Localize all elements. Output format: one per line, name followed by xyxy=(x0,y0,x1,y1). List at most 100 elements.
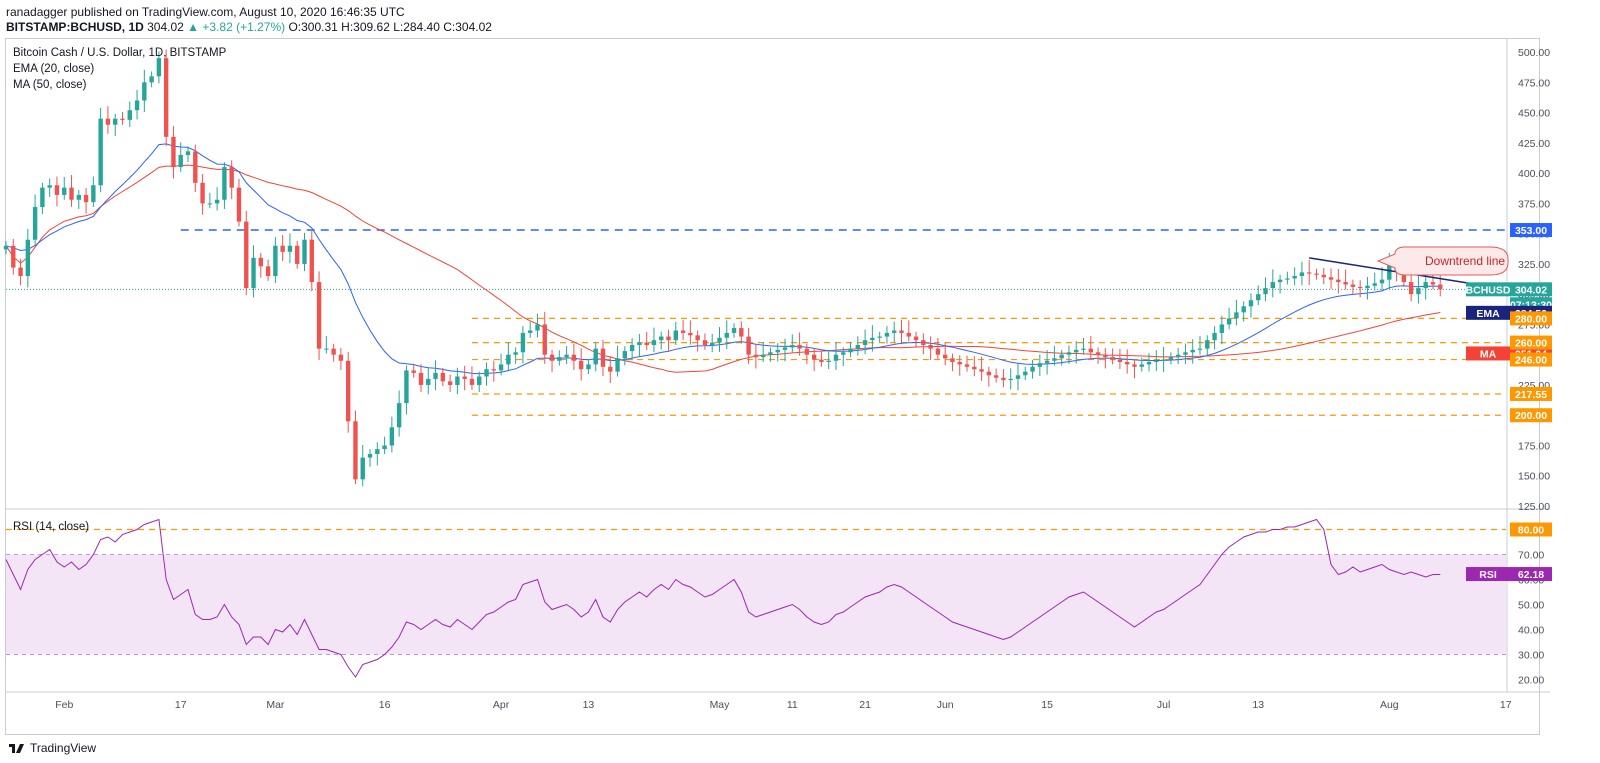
last-price-tag-label: BCHUSD xyxy=(1466,284,1511,296)
candle-body xyxy=(1263,288,1268,295)
candle-body xyxy=(1095,352,1101,355)
candle-body xyxy=(855,345,861,349)
ma50-line xyxy=(5,164,1441,373)
candle-body xyxy=(1408,282,1414,295)
callout-text: Downtrend line xyxy=(1425,254,1505,268)
candle-body xyxy=(928,345,933,349)
candle-body xyxy=(1212,332,1217,341)
ma-tag-label: MA xyxy=(1480,348,1497,360)
candle-body xyxy=(571,354,577,361)
candle-body xyxy=(25,239,31,277)
time-tick-label: 16 xyxy=(379,699,391,711)
candle-body xyxy=(171,136,176,168)
candle-body xyxy=(433,372,438,379)
candle-body xyxy=(564,354,569,358)
candle-body xyxy=(62,187,67,195)
candle-body xyxy=(1438,284,1443,290)
candle-body xyxy=(1059,354,1064,359)
candle-body xyxy=(1103,354,1108,358)
candle-body xyxy=(83,194,89,203)
candle-body xyxy=(666,336,671,341)
legend-rsi: RSI (14, close) xyxy=(13,521,89,533)
candle-body xyxy=(797,345,802,349)
chart-frame xyxy=(5,38,1540,735)
candle-body xyxy=(600,348,606,367)
candle-body xyxy=(615,358,620,372)
candle-body xyxy=(542,324,547,355)
candle-body xyxy=(1030,366,1035,372)
candle-body xyxy=(1292,276,1297,279)
candle-body xyxy=(1248,300,1254,307)
candle-body xyxy=(469,378,475,385)
candle-body xyxy=(702,340,708,346)
candle-body xyxy=(32,207,38,240)
time-tick-label: 13 xyxy=(583,699,595,711)
candle-body xyxy=(54,185,60,195)
candle-body xyxy=(1197,348,1203,350)
time-tick-label: Mar xyxy=(266,699,285,711)
rsi-last-tag-label-box xyxy=(1466,567,1510,582)
ema20-line xyxy=(5,143,1441,375)
tradingview-logo[interactable]: TradingView xyxy=(8,741,96,755)
price-tick-label: 475.00 xyxy=(1518,77,1550,89)
candle-body xyxy=(1066,352,1072,355)
last-value: 304.02 xyxy=(147,20,184,34)
candle-body xyxy=(280,245,285,252)
candle-body xyxy=(593,348,598,365)
candle-body xyxy=(892,330,897,333)
candle-body xyxy=(229,167,234,188)
candle-body xyxy=(673,330,678,341)
candle-body xyxy=(1314,273,1319,275)
price-tick-label: 325.00 xyxy=(1518,259,1550,271)
candle-body xyxy=(1365,285,1370,289)
candle-body xyxy=(760,354,766,358)
candle-body xyxy=(877,336,882,338)
level-tag-value: 280.00 xyxy=(1515,313,1547,325)
ema-tag-label: EMA xyxy=(1476,308,1500,320)
rsi-80-tag-value-box xyxy=(1510,522,1552,537)
candle-body xyxy=(870,337,875,341)
candle-body xyxy=(200,182,205,204)
candle-body xyxy=(608,366,613,372)
candle-body xyxy=(142,82,147,101)
candle-body xyxy=(993,375,999,378)
candle-body xyxy=(1277,279,1283,283)
candle-body xyxy=(804,348,810,355)
level-tag-value-box xyxy=(1510,335,1552,350)
candle-body xyxy=(134,100,140,111)
candle-body xyxy=(819,359,824,362)
candle-body xyxy=(913,336,919,341)
candle-body xyxy=(557,357,562,361)
candle-body xyxy=(338,354,344,361)
price-tick-label: 450.00 xyxy=(1518,108,1550,120)
candle-body xyxy=(775,349,780,353)
level-tag-value: 200.00 xyxy=(1515,410,1547,422)
candle-body xyxy=(1117,359,1123,362)
candle-body xyxy=(1139,364,1144,367)
candle-body xyxy=(1401,269,1407,283)
candle-body xyxy=(222,167,227,200)
candle-body xyxy=(1328,277,1334,280)
level-353-tag-value-box xyxy=(1510,223,1552,238)
candle-body xyxy=(1161,359,1166,361)
candle-body xyxy=(884,332,890,337)
candle-body xyxy=(1146,361,1152,365)
rsi-path xyxy=(5,518,1441,678)
candle-body xyxy=(1372,283,1377,286)
candle-body xyxy=(498,364,504,371)
legend-ema: EMA (20, close) xyxy=(13,63,94,75)
candle-body xyxy=(1307,272,1312,274)
candle-body xyxy=(746,336,751,355)
candle-body xyxy=(578,360,584,370)
candle-body xyxy=(1285,278,1290,280)
candle-body xyxy=(1037,363,1043,367)
candle-body xyxy=(1023,371,1028,376)
last-price-tag-label-box xyxy=(1466,282,1510,297)
time-tick-label: 15 xyxy=(1041,699,1053,711)
candle-body xyxy=(833,354,839,361)
candle-body xyxy=(1299,272,1305,277)
candle-body xyxy=(811,354,817,360)
time-tick-label: Jun xyxy=(937,699,954,711)
